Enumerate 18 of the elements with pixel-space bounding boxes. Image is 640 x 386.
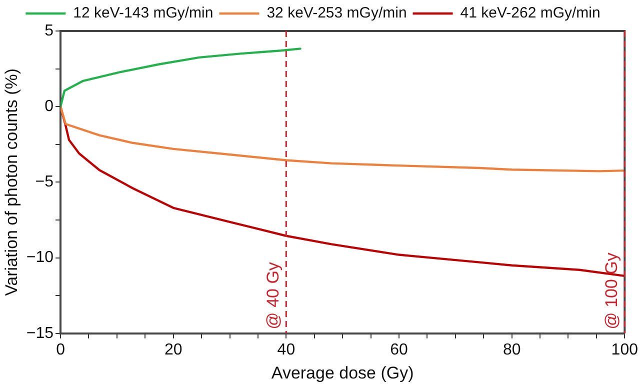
y-tick-label: −10 [26, 249, 54, 266]
y-axis-title: Variation of photon counts (%) [2, 68, 21, 296]
ref-line-label: @ 40 Gy [263, 262, 282, 330]
x-tick-label: 80 [502, 341, 521, 358]
y-tick-label: 0 [44, 98, 54, 116]
y-tick-label: 5 [44, 22, 54, 40]
legend-label: 12 keV-143 mGy/min [73, 4, 214, 22]
x-axis-title: Average dose (Gy) [271, 363, 414, 382]
x-tick-label: 0 [56, 341, 66, 358]
x-tick-label: 100 [611, 341, 638, 358]
x-tick-label: 40 [277, 341, 296, 358]
legend-label: 41 keV-262 mGy/min [460, 4, 600, 22]
y-tick-label: −15 [26, 324, 54, 342]
ref-line-label: @ 100 Gy [602, 252, 621, 330]
x-tick-label: 20 [164, 341, 182, 358]
legend-label: 32 keV-253 mGy/min [266, 4, 407, 22]
x-tick-label: 60 [390, 341, 408, 358]
y-tick-label: −5 [35, 174, 54, 191]
